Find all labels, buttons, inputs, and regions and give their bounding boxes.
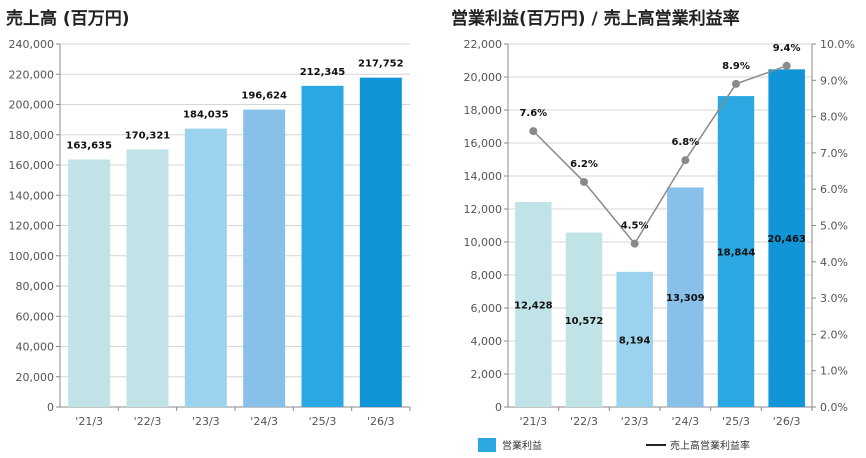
chart2-margin-line: [532, 65, 787, 245]
chart1-x-tick-label: '22/3: [134, 415, 162, 428]
chart2-title: 営業利益(百万円) / 売上高営業利益率: [451, 9, 740, 29]
chart2-bar: [667, 187, 704, 407]
chart1-bar: [68, 159, 111, 407]
chart2-y-tick-label: 0: [495, 401, 502, 414]
chart2-margin-label: 7.6%: [519, 108, 547, 119]
chart1-y-tick-label: 220,000: [9, 68, 55, 81]
chart2-x-tick-label: '23/3: [621, 415, 649, 428]
chart2-y-tick-label: 18,000: [464, 104, 503, 117]
chart1-title: 売上高 (百万円): [6, 9, 130, 29]
chart2-margin-point: [681, 156, 690, 165]
chart2-y-tick-label: 8,000: [471, 269, 503, 282]
chart1-bar: [301, 85, 344, 407]
chart2-y-tick-label: 2,000: [471, 368, 503, 381]
chart2-bar-data-label: 8,194: [619, 335, 651, 346]
chart1-data-label: 212,345: [300, 67, 346, 78]
chart1-x-tick-label: '21/3: [75, 415, 103, 428]
chart2-y-tick-label: 14,000: [464, 170, 503, 183]
chart2-y2-tick-label: 2.0%: [820, 328, 848, 341]
chart2-y-tick-label: 16,000: [464, 137, 503, 150]
chart2-bar-data-label: 13,309: [666, 293, 705, 304]
chart2-y2-tick-label: 9.0%: [820, 74, 848, 87]
chart2-margin-label: 6.2%: [570, 159, 598, 170]
chart2-margin-label: 9.4%: [773, 43, 801, 54]
chart2-x-tick-label: '22/3: [570, 415, 598, 428]
chart2-y-tick-label: 20,000: [464, 71, 503, 84]
chart1-y-tick-label: 240,000: [9, 38, 55, 51]
chart2-y2-tick-label: 6.0%: [820, 183, 848, 196]
chart2-y2-tick-label: 5.0%: [820, 220, 848, 233]
chart1-y-tick-label: 100,000: [9, 250, 55, 263]
chart2-y-tick-label: 12,000: [464, 203, 503, 216]
chart2-y2-tick-label: 3.0%: [820, 292, 848, 305]
chart2-y2-tick-label: 7.0%: [820, 147, 848, 160]
chart1-bar: [243, 109, 286, 407]
chart2-x-tick-label: '21/3: [519, 415, 547, 428]
chart1-y-tick-label: 20,000: [16, 371, 55, 384]
chart2-margin-point: [732, 79, 740, 88]
chart2-y-tick-label: 22,000: [464, 38, 503, 51]
chart1-y-tick-label: 40,000: [16, 341, 55, 354]
chart1-bar: [184, 128, 227, 407]
chart1-y-tick-label: 160,000: [9, 159, 55, 172]
chart1-bar: [359, 77, 402, 408]
chart2-x-tick-label: '26/3: [773, 415, 801, 428]
chart2-x-tick-label: '24/3: [671, 415, 699, 428]
chart2-margin-point: [630, 239, 639, 248]
chart1-x-tick-label: '23/3: [192, 415, 220, 428]
chart1-data-label: 196,624: [241, 91, 287, 102]
chart2-y-tick-label: 4,000: [471, 335, 503, 348]
chart2-y2-tick-label: 0.0%: [820, 401, 848, 414]
chart2-margin-point: [529, 127, 538, 136]
chart1-data-label: 217,752: [358, 59, 404, 70]
chart2-margin-point: [580, 177, 588, 186]
chart1-y-tick-label: 120,000: [9, 220, 55, 233]
chart2-legend-line-label: 売上高営業利益率: [670, 439, 750, 452]
chart2-y2-tick-label: 10.0%: [820, 38, 855, 51]
chart2-margin-label: 8.9%: [722, 61, 750, 72]
chart2-margin-label: 6.8%: [671, 137, 699, 148]
chart1-y-tick-label: 180,000: [9, 129, 55, 142]
chart2-bar-data-label: 12,428: [514, 300, 553, 311]
chart2-margin-point: [782, 61, 791, 70]
chart2-bar: [565, 232, 603, 407]
chart1-x-tick-label: '25/3: [309, 415, 337, 428]
chart2-bar: [616, 271, 653, 407]
chart2-bar-data-label: 18,844: [717, 248, 756, 259]
chart1-y-tick-label: 200,000: [9, 99, 55, 112]
chart1-data-label: 184,035: [183, 110, 229, 121]
chart1-x-tick-label: '24/3: [250, 415, 278, 428]
chart2-bar: [768, 69, 805, 407]
chart1-data-label: 170,321: [125, 130, 171, 141]
chart1-y-tick-label: 0: [47, 401, 54, 414]
chart1-y-tick-label: 60,000: [16, 310, 55, 323]
chart2-bar: [717, 96, 755, 407]
chart1-x-tick-label: '26/3: [367, 415, 395, 428]
chart1-bar: [126, 149, 169, 408]
chart2-x-tick-label: '25/3: [722, 415, 750, 428]
chart2-y2-tick-label: 8.0%: [820, 111, 848, 124]
chart1-data-label: 163,635: [66, 141, 112, 152]
chart1-y-tick-label: 80,000: [16, 280, 55, 293]
chart2-bar-data-label: 10,572: [565, 316, 604, 327]
chart2-y2-tick-label: 1.0%: [820, 365, 848, 378]
chart2-margin-label: 4.5%: [621, 221, 649, 232]
chart2-legend-bar-swatch: [478, 438, 496, 452]
chart2-y-tick-label: 10,000: [464, 236, 503, 249]
chart2-bar: [515, 201, 552, 407]
chart2-y-tick-label: 6,000: [471, 302, 503, 315]
chart2-legend-bar-label: 営業利益: [502, 439, 542, 452]
chart2-bar-data-label: 20,463: [767, 234, 806, 245]
chart1-y-tick-label: 140,000: [9, 189, 55, 202]
chart2-y2-tick-label: 4.0%: [820, 256, 848, 269]
